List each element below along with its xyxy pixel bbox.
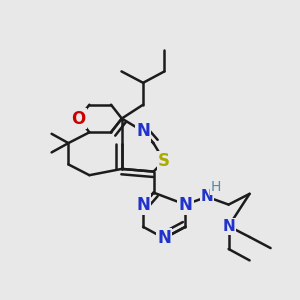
Text: S: S xyxy=(158,152,170,170)
Text: O: O xyxy=(71,110,86,128)
Text: N: N xyxy=(201,189,213,204)
Text: N: N xyxy=(136,122,150,140)
Text: N: N xyxy=(157,229,171,247)
Text: N: N xyxy=(136,196,150,214)
Text: N: N xyxy=(222,219,235,234)
Text: N: N xyxy=(178,196,192,214)
Text: H: H xyxy=(211,180,221,194)
